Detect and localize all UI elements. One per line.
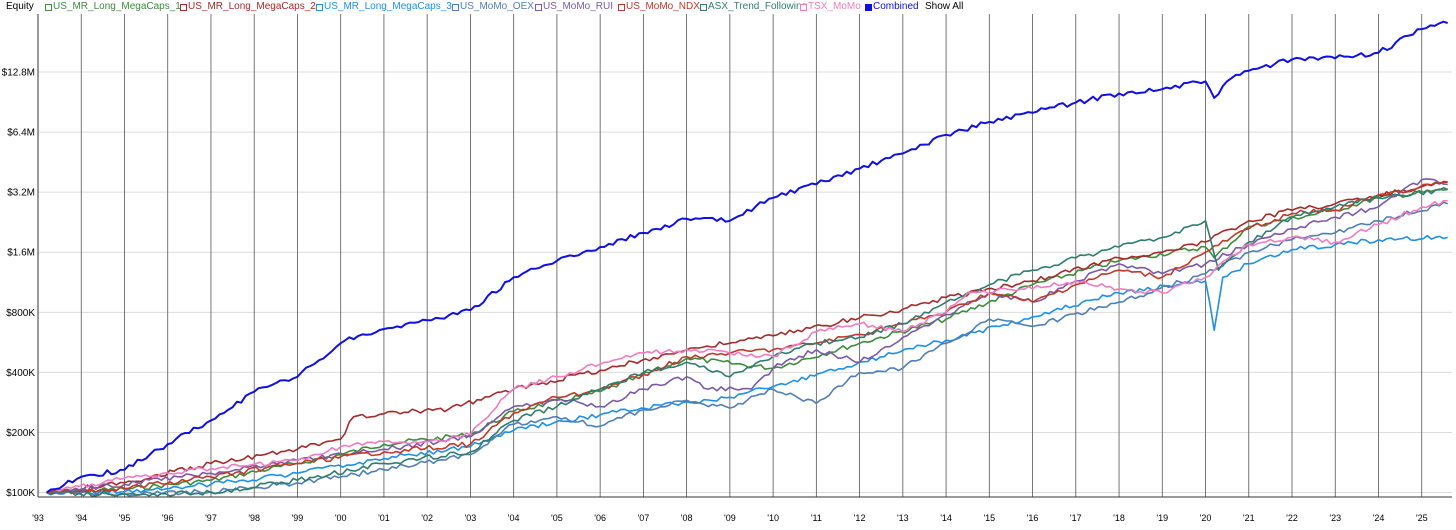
legend-item[interactable]: US_MR_Long_MegaCaps_2 [180, 0, 316, 14]
x-tick-label: '07 [638, 513, 650, 523]
x-tick-label: '19 [1156, 513, 1168, 523]
legend-swatch-icon[interactable] [865, 3, 872, 11]
legend-item[interactable]: US_MR_Long_MegaCaps_3 [316, 0, 452, 14]
series-line [46, 20, 1449, 494]
legend-swatch-icon[interactable] [535, 3, 542, 11]
legend-item[interactable]: US_MR_Long_MegaCaps_1 [45, 0, 181, 14]
x-tick-label: '03 [465, 513, 477, 523]
y-tick-label: $1.6M [7, 248, 35, 259]
x-tick-label: '14 [940, 513, 952, 523]
y-tick-label: $6.4M [7, 128, 35, 139]
show-all-button[interactable]: Show All [925, 1, 964, 12]
x-tick-label: '17 [1070, 513, 1082, 523]
x-tick-label: '95 [119, 513, 131, 523]
legend-item[interactable]: US_MoMo_OEX [452, 0, 534, 14]
legend-swatch-icon[interactable] [700, 3, 707, 11]
series-line [46, 234, 1448, 496]
x-tick-label: '99 [292, 513, 304, 523]
x-tick-label: '25 [1416, 513, 1428, 523]
x-tick-label: '08 [681, 513, 693, 523]
legend-item[interactable]: TSX_MoMo [800, 0, 861, 14]
legend: Equity Show All US_MR_Long_MegaCaps_1 US_… [0, 0, 1456, 14]
series-line [46, 188, 1448, 494]
x-tick-label: '02 [421, 513, 433, 523]
y-tick-label: $12.8M [2, 68, 35, 79]
legend-label: US_MR_Long_MegaCaps_1 [53, 1, 181, 12]
legend-swatch-icon[interactable] [45, 3, 52, 11]
x-tick-label: '97 [205, 513, 217, 523]
series-line [46, 199, 1448, 494]
x-tick-label: '93 [32, 513, 44, 523]
x-tick-label: '23 [1329, 513, 1341, 523]
legend-label: US_MoMo_OEX [460, 1, 534, 12]
series-line [46, 181, 1448, 494]
x-tick-label: '11 [811, 513, 822, 523]
x-tick-label: '04 [508, 513, 520, 523]
legend-label: ASX_Trend_Following [708, 1, 808, 12]
x-tick-label: '22 [1286, 513, 1298, 523]
x-tick-label: '16 [1027, 513, 1039, 523]
x-tick-label: '00 [335, 513, 347, 523]
legend-label: US_MR_Long_MegaCaps_3 [324, 1, 452, 12]
legend-swatch-icon[interactable] [452, 3, 459, 11]
legend-label: TSX_MoMo [808, 1, 861, 12]
x-tick-label: '20 [1200, 513, 1212, 523]
legend-swatch-icon[interactable] [618, 3, 625, 11]
legend-item[interactable]: US_MoMo_NDX [618, 0, 700, 14]
x-tick-label: '15 [983, 513, 995, 523]
y-tick-label: $3.2M [7, 188, 35, 199]
x-tick-label: '18 [1113, 513, 1125, 523]
legend-swatch-icon[interactable] [316, 3, 323, 11]
series-line [46, 178, 1448, 495]
series-line [46, 180, 1448, 495]
series-line [46, 187, 1449, 498]
legend-item[interactable]: ASX_Trend_Following [700, 0, 807, 14]
legend-swatch-icon[interactable] [800, 3, 807, 11]
y-tick-label: $100K [6, 488, 35, 499]
x-tick-label: '98 [248, 513, 260, 523]
chart-title: Equity [6, 1, 34, 12]
x-tick-label: '12 [854, 513, 866, 523]
x-tick-label: '06 [594, 513, 606, 523]
x-tick-label: '09 [724, 513, 736, 523]
x-tick-label: '10 [767, 513, 779, 523]
legend-label: Combined [873, 1, 919, 12]
series-line [46, 201, 1448, 497]
y-tick-label: $200K [6, 428, 35, 439]
x-tick-label: '94 [75, 513, 87, 523]
x-tick-label: '96 [162, 513, 174, 523]
legend-swatch-icon[interactable] [180, 3, 187, 11]
x-tick-label: '24 [1373, 513, 1385, 523]
legend-label: US_MoMo_NDX [626, 1, 700, 12]
y-tick-label: $800K [6, 308, 35, 319]
legend-label: US_MoMo_RUI [543, 1, 614, 12]
legend-label: US_MR_Long_MegaCaps_2 [188, 1, 316, 12]
legend-item[interactable]: Combined [865, 0, 919, 14]
y-tick-label: $400K [6, 368, 35, 379]
x-tick-label: '13 [897, 513, 909, 523]
legend-item[interactable]: US_MoMo_RUI [535, 0, 613, 14]
x-tick-label: '05 [551, 513, 563, 523]
x-tick-label: '21 [1243, 513, 1255, 523]
x-tick-label: '01 [378, 513, 390, 523]
